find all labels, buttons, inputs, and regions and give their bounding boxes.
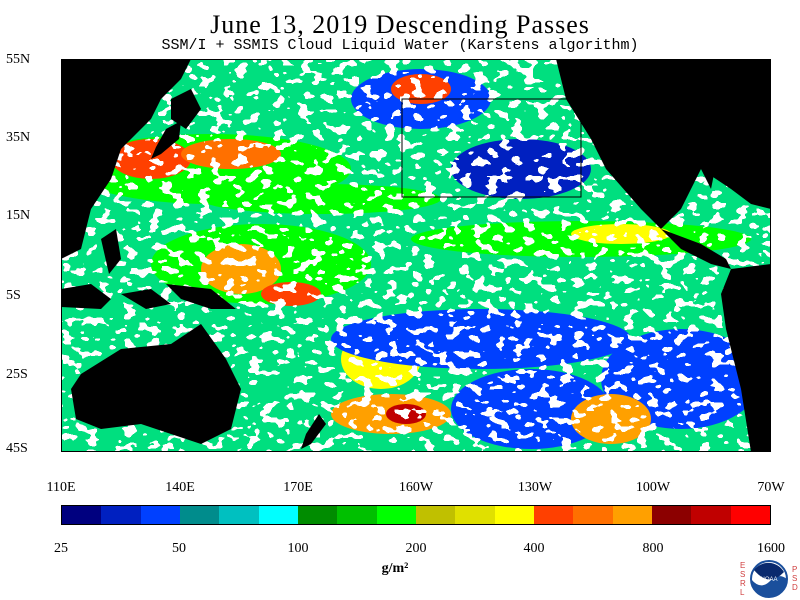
new-zealand-land <box>301 414 326 449</box>
svg-text:NOAA: NOAA <box>760 577 777 583</box>
colorbar-swatch <box>651 506 692 524</box>
lon-label: 130W <box>517 480 553 495</box>
svg-text:P: P <box>792 565 797 574</box>
colorbar-swatch <box>691 506 731 524</box>
colorbar-units: g/m² <box>381 561 409 576</box>
svg-text:S: S <box>792 574 797 583</box>
lat-label: 5S <box>6 288 21 303</box>
colorbar-swatch <box>730 506 770 524</box>
japan-land <box>151 121 181 159</box>
colorbar-swatch <box>415 506 456 524</box>
lat-label: 35N <box>6 130 31 145</box>
lon-label: 140E <box>165 480 195 495</box>
cloud-water-map <box>61 59 771 452</box>
colorbar-swatch <box>337 506 377 524</box>
svg-text:L: L <box>740 588 745 597</box>
lat-label: 25S <box>6 367 28 382</box>
colorbar-tick: 400 <box>523 541 545 556</box>
colorbar <box>61 505 771 525</box>
page-subtitle: SSM/I + SSMIS Cloud Liquid Water (Karste… <box>161 37 639 54</box>
colorbar-swatch <box>101 506 141 524</box>
colorbar-swatch <box>297 506 338 524</box>
lat-label: 15N <box>6 208 31 223</box>
north-america-land <box>556 59 771 229</box>
colorbar-swatch <box>494 506 534 524</box>
colorbar-swatch <box>533 506 574 524</box>
colorbar-swatch <box>612 506 652 524</box>
new-guinea-land <box>166 284 236 309</box>
colorbar-swatch <box>573 506 613 524</box>
page-title: June 13, 2019 Descending Passes <box>210 10 590 39</box>
asia-land <box>61 59 191 259</box>
colorbar-tick: 1600 <box>757 541 785 556</box>
region-box <box>401 98 582 198</box>
lon-label: 100W <box>635 480 671 495</box>
colorbar-tick: 800 <box>642 541 664 556</box>
colorbar-swatch <box>140 506 180 524</box>
lon-label: 70W <box>757 480 785 495</box>
noaa-esrl-psd-logo: E S R L P S D NOAA <box>740 560 798 598</box>
colorbar-swatch <box>219 506 259 524</box>
svg-text:E: E <box>740 561 745 570</box>
lon-label: 110E <box>46 480 76 495</box>
colorbar-swatch <box>179 506 220 524</box>
lon-label: 170E <box>283 480 313 495</box>
south-america-land <box>721 264 771 452</box>
australia-land <box>71 324 241 444</box>
colorbar-tick: 100 <box>287 541 309 556</box>
lat-label: 45S <box>6 441 28 456</box>
colorbar-tick: 50 <box>172 541 186 556</box>
colorbar-swatch <box>455 506 495 524</box>
colorbar-tick: 25 <box>54 541 68 556</box>
svg-text:D: D <box>792 583 798 592</box>
colorbar-tick: 200 <box>405 541 427 556</box>
lon-label: 160W <box>398 480 434 495</box>
lat-label: 55N <box>6 52 31 67</box>
svg-text:S: S <box>740 570 745 579</box>
colorbar-swatch <box>258 506 298 524</box>
colorbar-swatch <box>376 506 416 524</box>
land-masses <box>61 59 771 452</box>
colorbar-swatch <box>62 506 102 524</box>
svg-text:R: R <box>740 579 746 588</box>
